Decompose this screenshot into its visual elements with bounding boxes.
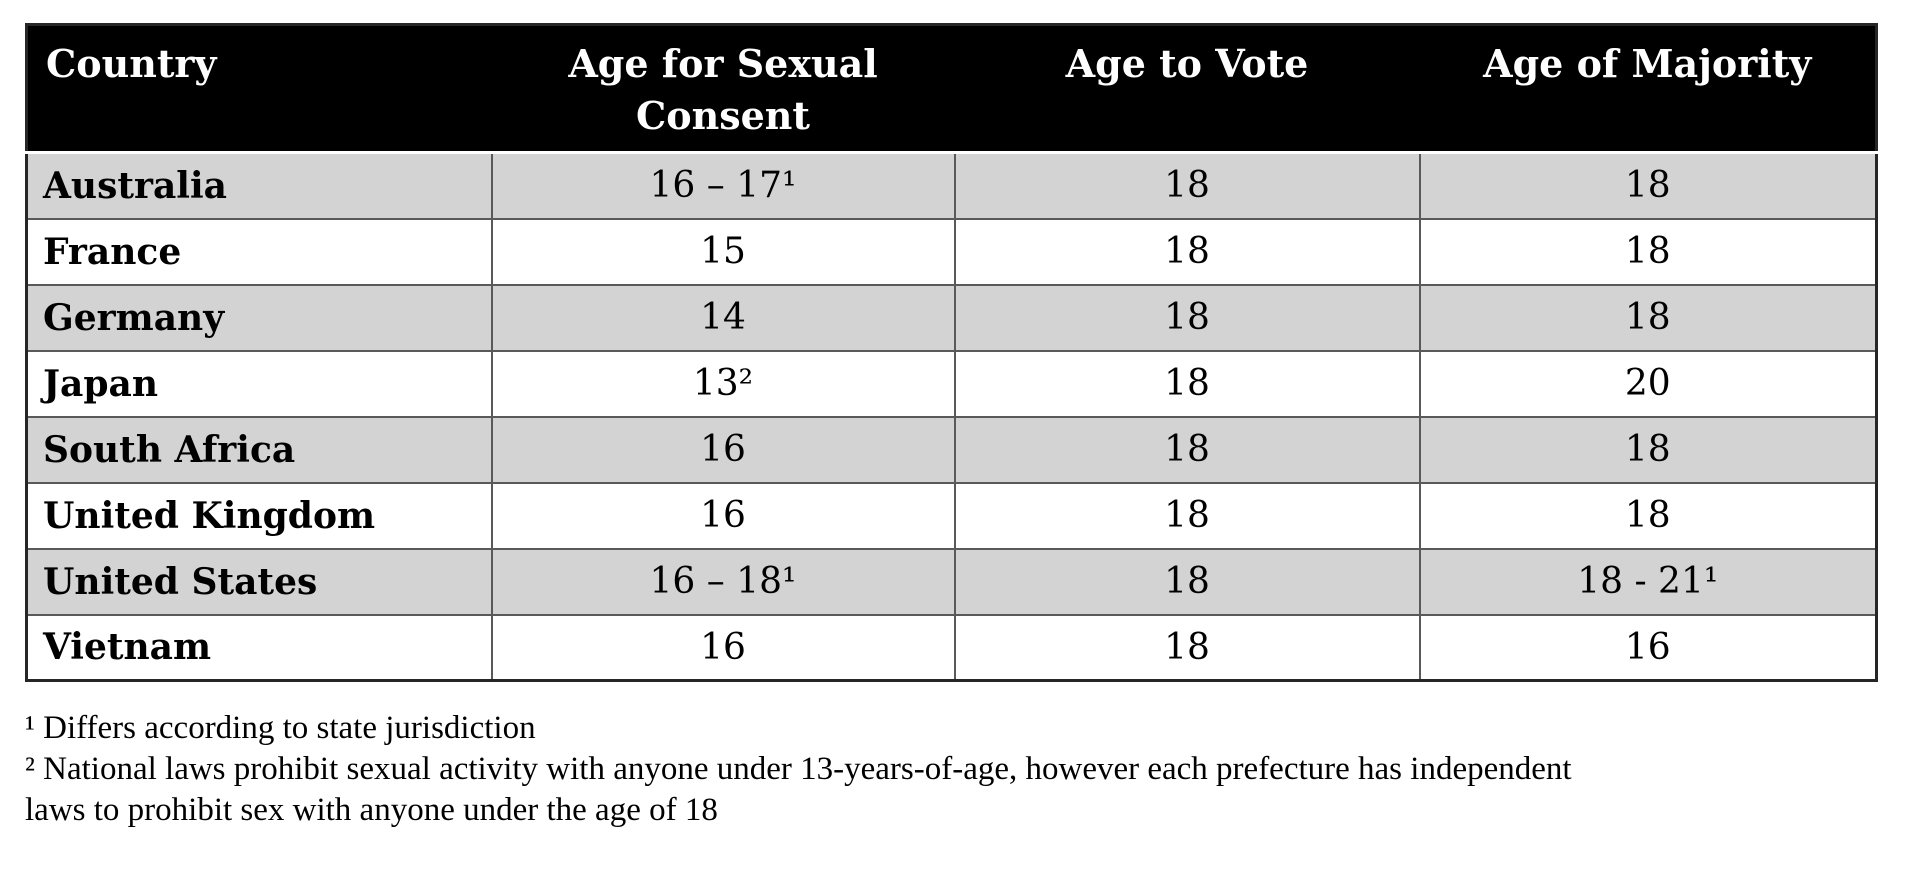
table-row-united-states: United States 16 – 18¹ 18 18 - 21¹ <box>25 547 1878 616</box>
cell-consent: 16 <box>490 613 956 682</box>
cell-vote: 18 <box>953 613 1421 682</box>
cell-majority: 16 <box>1418 613 1878 682</box>
table-row-vietnam: Vietnam 16 18 16 <box>25 613 1878 682</box>
table-row-australia: Australia 16 – 17¹ 18 18 <box>25 151 1878 220</box>
column-header-vote: Age to Vote <box>954 24 1420 154</box>
cell-country: Australia <box>25 151 493 220</box>
cell-majority: 18 <box>1418 151 1878 220</box>
cell-majority: 18 <box>1418 415 1878 484</box>
cell-consent: 16 <box>490 415 956 484</box>
cell-majority: 18 <box>1418 283 1878 352</box>
cell-country: France <box>25 217 493 286</box>
cell-vote: 18 <box>953 349 1421 418</box>
cell-majority: 18 <box>1418 481 1878 550</box>
table-row-france: France 15 18 18 <box>25 217 1878 286</box>
cell-consent: 15 <box>490 217 956 286</box>
cell-country: Japan <box>25 349 493 418</box>
table-row-japan: Japan 13² 18 20 <box>25 349 1878 418</box>
cell-majority: 20 <box>1418 349 1878 418</box>
table-row-united-kingdom: United Kingdom 16 18 18 <box>25 481 1878 550</box>
footnote-2-line-2: laws to prohibit sex with anyone under t… <box>25 792 718 828</box>
cell-vote: 18 <box>953 151 1421 220</box>
cell-country: United States <box>25 547 493 616</box>
cell-vote: 18 <box>953 283 1421 352</box>
cell-majority: 18 - 21¹ <box>1418 547 1878 616</box>
cell-consent: 13² <box>490 349 956 418</box>
table-row-south-africa: South Africa 16 18 18 <box>25 415 1878 484</box>
footnotes: ¹ Differs according to state jurisdictio… <box>25 708 1905 831</box>
cell-vote: 18 <box>953 547 1421 616</box>
cell-country: Vietnam <box>25 613 493 682</box>
cell-consent: 16 – 17¹ <box>490 151 956 220</box>
footnote-2-line-1: ² National laws prohibit sexual activity… <box>25 751 1572 787</box>
column-header-country: Country <box>26 24 492 154</box>
cell-country: United Kingdom <box>25 481 493 550</box>
cell-vote: 18 <box>953 481 1421 550</box>
header-row: Country Age for Sexual Consent Age to Vo… <box>26 24 1877 154</box>
footnote-1: ¹ Differs according to state jurisdictio… <box>25 710 536 746</box>
cell-consent: 14 <box>490 283 956 352</box>
cell-vote: 18 <box>953 217 1421 286</box>
table-row-germany: Germany 14 18 18 <box>25 283 1878 352</box>
column-header-sexual-consent: Age for Sexual Consent <box>491 24 955 154</box>
cell-vote: 18 <box>953 415 1421 484</box>
cell-consent: 16 <box>490 481 956 550</box>
age-comparison-table: Country Age for Sexual Consent Age to Vo… <box>25 23 1878 682</box>
column-header-majority: Age of Majority <box>1419 24 1877 154</box>
cell-majority: 18 <box>1418 217 1878 286</box>
cell-consent: 16 – 18¹ <box>490 547 956 616</box>
cell-country: South Africa <box>25 415 493 484</box>
cell-country: Germany <box>25 283 493 352</box>
